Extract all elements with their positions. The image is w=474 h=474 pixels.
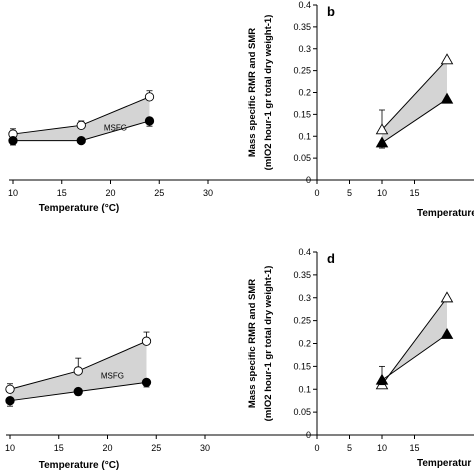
x-tick-label: 0	[314, 443, 319, 453]
data-point-rmr	[73, 366, 83, 376]
series-line-smr	[381, 333, 448, 381]
x-tick-label: 10	[377, 188, 387, 198]
y-tick-label: 0	[306, 430, 311, 440]
y-tick-label: 0.05	[293, 407, 311, 417]
y-tick-label: 0.2	[298, 88, 311, 98]
y-tick-label: 0.35	[293, 22, 311, 32]
data-point-rmr	[440, 291, 454, 303]
y-tick-label: 0.35	[293, 270, 311, 280]
x-tick-label: 10	[377, 443, 387, 453]
x-tick-label: 15	[57, 188, 67, 198]
x-tick-label: 30	[200, 443, 210, 453]
series-line-rmr	[381, 59, 448, 131]
y-tick-label: 0.15	[293, 109, 311, 119]
x-tick-label: 15	[409, 443, 419, 453]
x-tick-label: 30	[203, 188, 213, 198]
y-tick-label: 0.25	[293, 66, 311, 76]
y-tick-label: 0.2	[298, 339, 311, 349]
x-tick-label: 10	[5, 443, 15, 453]
data-point-rmr	[141, 336, 152, 346]
y-axis-label: Mass specific RMR and SMR	[247, 279, 258, 408]
data-point-smr	[141, 377, 152, 388]
x-tick-label: 5	[347, 188, 352, 198]
data-point-smr	[5, 396, 15, 406]
y-tick-label: 0.05	[293, 153, 311, 163]
y-axis-label-units: (mlO2 hour-1 gr total dry weight-1)	[263, 266, 274, 422]
y-axis-label-units: (mlO2 hour-1 gr total dry weight-1)	[263, 15, 274, 171]
data-point-rmr	[76, 120, 86, 130]
x-axis-label: Temperature (°C)	[39, 460, 120, 471]
x-tick-label: 10	[8, 188, 18, 198]
msfg-label: MSFG	[101, 372, 124, 381]
y-tick-label: 0.1	[298, 384, 311, 394]
data-point-rmr	[440, 53, 454, 65]
panel-a: 10 15 20 25 30 Temperature (°C) MSFG	[8, 90, 474, 214]
data-point-smr	[73, 386, 83, 397]
panel-label: b	[327, 4, 335, 19]
y-tick-label: 0.1	[298, 131, 311, 141]
x-tick-label: 25	[151, 443, 161, 453]
y-tick-label: 0.3	[298, 44, 311, 54]
msfg-area	[13, 96, 150, 141]
data-point-smr	[440, 92, 454, 104]
panel-label: d	[327, 251, 335, 266]
y-tick-label: 0.4	[298, 0, 311, 10]
data-point-rmr	[375, 123, 389, 135]
y-axis-label: Mass specific RMR and SMR	[247, 28, 258, 157]
panel-d: 0 0.05 0.1 0.15 0.2 0.25 0.3 0.35 0.4 0 5 10 15 Tempe…	[247, 247, 474, 469]
data-point-smr	[8, 135, 18, 146]
x-tick-label: 5	[347, 443, 352, 453]
y-tick-label: 0.4	[298, 247, 311, 257]
series-line-smr	[381, 98, 448, 144]
data-point-smr	[440, 327, 454, 339]
series-line-rmr	[381, 297, 448, 385]
panel-b: 0 0.05 0.1 0.15 0.2 0.25 0.3 0.35 0.4 0 5 10 15 Tempe…	[247, 0, 474, 219]
y-tick-label: 0.15	[293, 361, 311, 371]
y-tick-label: 0.25	[293, 316, 311, 326]
panel-c: 10 15 20 25 30 Temperature (°C) MSFG	[5, 331, 474, 471]
x-tick-label: 20	[102, 443, 112, 453]
y-tick-label: 0.3	[298, 293, 311, 303]
x-axis-label: Temperature	[417, 208, 474, 219]
data-point-smr	[375, 136, 389, 148]
data-point-rmr	[144, 92, 155, 102]
msfg-label: MSFG	[104, 124, 127, 133]
x-tick-label: 15	[409, 188, 419, 198]
x-tick-label: 25	[154, 188, 164, 198]
x-tick-label: 15	[54, 443, 64, 453]
x-axis-label: Temperatur	[417, 458, 471, 469]
x-tick-label: 0	[314, 188, 319, 198]
data-point-smr	[375, 373, 389, 385]
data-point-smr	[76, 135, 86, 146]
x-axis-label: Temperature (°C)	[39, 203, 120, 214]
y-tick-label: 0	[306, 175, 311, 185]
data-point-rmr	[5, 384, 15, 394]
data-point-smr	[144, 116, 155, 126]
x-tick-label: 20	[105, 188, 115, 198]
msfg-area	[382, 59, 447, 143]
